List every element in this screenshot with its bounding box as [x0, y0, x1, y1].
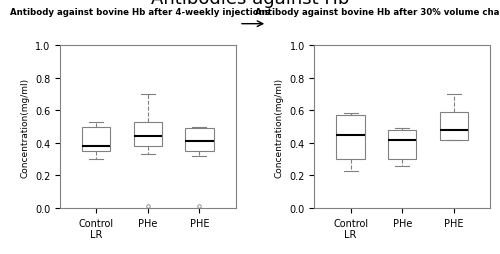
PathPatch shape	[440, 112, 468, 140]
PathPatch shape	[388, 130, 416, 160]
PathPatch shape	[185, 129, 214, 151]
PathPatch shape	[336, 116, 365, 160]
PathPatch shape	[134, 122, 162, 147]
Text: Antibody against bovine Hb after 30% volume challenge: Antibody against bovine Hb after 30% vol…	[255, 8, 500, 17]
Y-axis label: Concentration(mg/ml): Concentration(mg/ml)	[20, 77, 30, 177]
Text: Antibodies against Hb: Antibodies against Hb	[151, 0, 349, 8]
PathPatch shape	[82, 127, 110, 151]
Y-axis label: Concentration(mg/ml): Concentration(mg/ml)	[275, 77, 284, 177]
Text: Antibody against bovine Hb after 4-weekly injections: Antibody against bovine Hb after 4-weekl…	[10, 8, 270, 17]
